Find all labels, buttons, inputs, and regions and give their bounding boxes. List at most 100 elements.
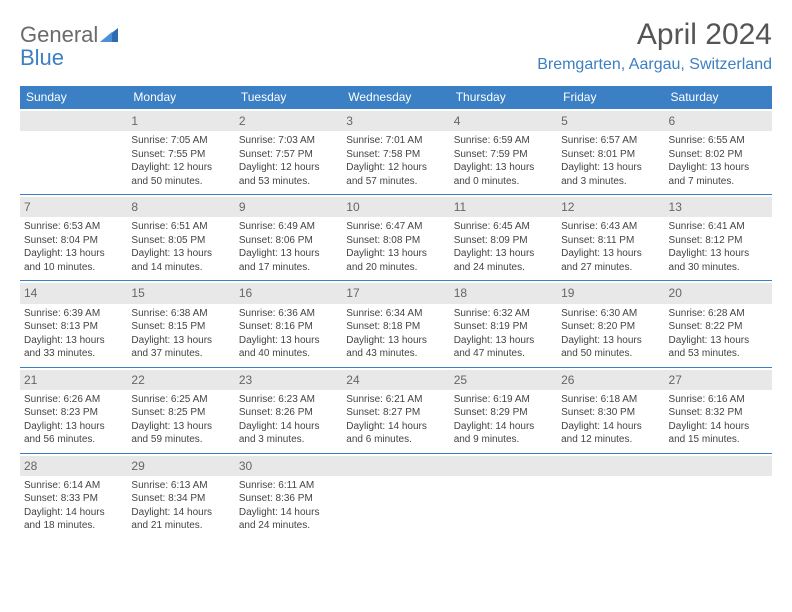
day-detail-line: Sunset: 8:34 PM [131,492,230,506]
day-detail-line: Sunset: 7:59 PM [454,148,553,162]
day-number: 30 [235,456,342,476]
day-detail-line: Sunset: 7:58 PM [346,148,445,162]
day-number: 6 [665,111,772,131]
day-detail-line: and 6 minutes. [346,433,445,447]
day-detail-line: and 3 minutes. [561,175,660,189]
day-number: 29 [127,456,234,476]
day-detail-line: Daylight: 14 hours [239,420,338,434]
weekday-header: Monday [127,86,234,109]
calendar-week-row: 14Sunrise: 6:39 AMSunset: 8:13 PMDayligh… [20,281,772,367]
calendar-day-cell: 26Sunrise: 6:18 AMSunset: 8:30 PMDayligh… [557,367,664,453]
day-detail-line: and 24 minutes. [454,261,553,275]
day-detail-line: Daylight: 13 hours [561,334,660,348]
calendar-day-cell: 16Sunrise: 6:36 AMSunset: 8:16 PMDayligh… [235,281,342,367]
day-detail-line: Daylight: 13 hours [346,247,445,261]
calendar-day-cell: 29Sunrise: 6:13 AMSunset: 8:34 PMDayligh… [127,453,234,539]
day-detail-line: Daylight: 13 hours [24,420,123,434]
day-detail-line: Sunrise: 6:30 AM [561,307,660,321]
day-detail-line: and 40 minutes. [239,347,338,361]
day-detail-line: Sunset: 8:30 PM [561,406,660,420]
day-detail-line: Sunset: 8:08 PM [346,234,445,248]
day-detail-line: Daylight: 13 hours [131,334,230,348]
calendar-day-cell: 8Sunrise: 6:51 AMSunset: 8:05 PMDaylight… [127,195,234,281]
day-number: 16 [235,283,342,303]
day-detail-line: Sunrise: 6:38 AM [131,307,230,321]
calendar-day-cell: 28Sunrise: 6:14 AMSunset: 8:33 PMDayligh… [20,453,127,539]
day-detail-line: Daylight: 13 hours [24,247,123,261]
day-detail-line: and 53 minutes. [239,175,338,189]
calendar-day-cell: 25Sunrise: 6:19 AMSunset: 8:29 PMDayligh… [450,367,557,453]
location-subtitle: Bremgarten, Aargau, Switzerland [537,56,772,74]
day-detail-line: Daylight: 14 hours [454,420,553,434]
day-detail-line: Daylight: 14 hours [346,420,445,434]
day-detail-line: Sunset: 8:05 PM [131,234,230,248]
day-detail-line: and 56 minutes. [24,433,123,447]
calendar-day-cell: 24Sunrise: 6:21 AMSunset: 8:27 PMDayligh… [342,367,449,453]
day-detail-line: and 50 minutes. [561,347,660,361]
day-detail-line: Daylight: 14 hours [131,506,230,520]
day-detail-line: Sunrise: 6:41 AM [669,220,768,234]
day-detail-line: Sunset: 8:06 PM [239,234,338,248]
day-detail-line: Daylight: 13 hours [669,161,768,175]
day-number: 28 [20,456,127,476]
day-detail-line: and 21 minutes. [131,519,230,533]
day-number: 27 [665,370,772,390]
day-detail-line: and 14 minutes. [131,261,230,275]
logo-triangle-icon [100,28,118,47]
day-detail-line: Sunrise: 6:43 AM [561,220,660,234]
day-detail-line: Daylight: 13 hours [131,247,230,261]
day-detail-line: and 10 minutes. [24,261,123,275]
day-detail-line: Sunrise: 6:18 AM [561,393,660,407]
day-number: 3 [342,111,449,131]
calendar-day-cell: 20Sunrise: 6:28 AMSunset: 8:22 PMDayligh… [665,281,772,367]
day-detail-line: Sunrise: 6:34 AM [346,307,445,321]
day-number-empty [557,456,664,476]
day-detail-line: Sunset: 8:32 PM [669,406,768,420]
day-detail-line: and 53 minutes. [669,347,768,361]
calendar-week-row: 28Sunrise: 6:14 AMSunset: 8:33 PMDayligh… [20,453,772,539]
day-number: 9 [235,197,342,217]
calendar-day-cell [557,453,664,539]
day-number: 19 [557,283,664,303]
day-detail-line: Sunrise: 6:26 AM [24,393,123,407]
day-detail-line: Sunset: 8:11 PM [561,234,660,248]
day-detail-line: Sunrise: 6:45 AM [454,220,553,234]
day-detail-line: Sunrise: 6:32 AM [454,307,553,321]
day-detail-line: Sunset: 8:36 PM [239,492,338,506]
weekday-header-row: Sunday Monday Tuesday Wednesday Thursday… [20,86,772,109]
day-detail-line: Daylight: 12 hours [346,161,445,175]
calendar-day-cell: 1Sunrise: 7:05 AMSunset: 7:55 PMDaylight… [127,109,234,195]
day-detail-line: and 17 minutes. [239,261,338,275]
day-detail-line: and 37 minutes. [131,347,230,361]
logo-text-general: General [20,22,98,47]
day-detail-line: Daylight: 13 hours [239,247,338,261]
day-detail-line: Sunset: 7:57 PM [239,148,338,162]
day-number: 5 [557,111,664,131]
day-detail-line: Daylight: 13 hours [131,420,230,434]
weekday-header: Sunday [20,86,127,109]
day-detail-line: Daylight: 12 hours [239,161,338,175]
day-detail-line: Sunrise: 7:01 AM [346,134,445,148]
day-number: 24 [342,370,449,390]
calendar-week-row: 1Sunrise: 7:05 AMSunset: 7:55 PMDaylight… [20,109,772,195]
calendar-day-cell: 21Sunrise: 6:26 AMSunset: 8:23 PMDayligh… [20,367,127,453]
day-detail-line: Daylight: 13 hours [24,334,123,348]
day-number: 23 [235,370,342,390]
weekday-header: Saturday [665,86,772,109]
day-detail-line: Sunset: 8:13 PM [24,320,123,334]
day-detail-line: Sunset: 8:02 PM [669,148,768,162]
calendar-day-cell [20,109,127,195]
calendar-day-cell: 9Sunrise: 6:49 AMSunset: 8:06 PMDaylight… [235,195,342,281]
day-detail-line: and 7 minutes. [669,175,768,189]
day-detail-line: and 50 minutes. [131,175,230,189]
day-detail-line: Sunset: 8:15 PM [131,320,230,334]
day-number: 2 [235,111,342,131]
calendar-table: Sunday Monday Tuesday Wednesday Thursday… [20,86,772,539]
day-detail-line: and 57 minutes. [346,175,445,189]
day-number: 20 [665,283,772,303]
day-detail-line: Sunrise: 6:28 AM [669,307,768,321]
day-detail-line: Sunrise: 6:23 AM [239,393,338,407]
day-detail-line: Sunrise: 6:19 AM [454,393,553,407]
day-number: 13 [665,197,772,217]
calendar-day-cell: 18Sunrise: 6:32 AMSunset: 8:19 PMDayligh… [450,281,557,367]
